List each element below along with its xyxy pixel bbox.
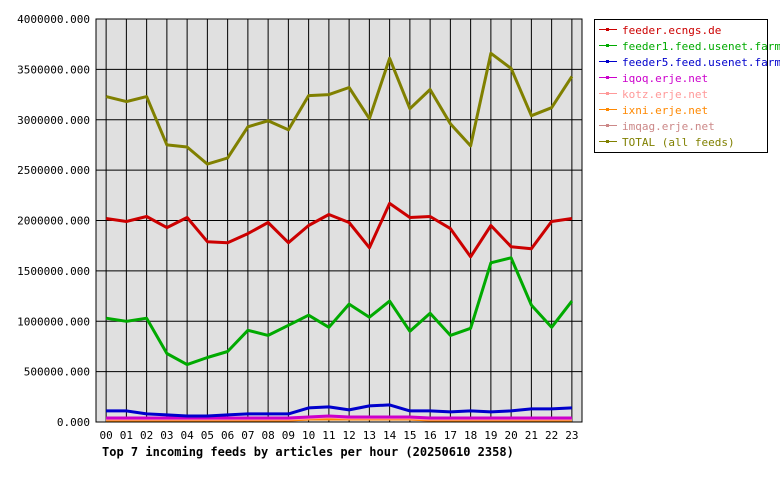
y-tick-label: 1000000.000 (17, 315, 90, 328)
chart-title: Top 7 incoming feeds by articles per hou… (102, 445, 514, 459)
y-tick-label: 4000000.000 (17, 13, 90, 26)
legend-item: feeder.ecngs.de (595, 22, 767, 38)
series-layer (105, 51, 574, 422)
series-line-feeder1-feed-usenet-farm (105, 256, 574, 367)
x-tick-label: 09 (282, 429, 295, 442)
series-line-iqoq-erje-net (106, 414, 572, 420)
legend-item: kotz.erje.net (595, 86, 767, 102)
x-tick-label: 15 (403, 429, 416, 442)
legend-label: TOTAL (all feeds) (622, 135, 735, 149)
legend-item: feeder5.feed.usenet.farm (595, 54, 780, 70)
legend: feeder.ecngs.de feeder1.feed.usenet.farm f… (594, 19, 780, 153)
y-tick-label: 3000000.000 (17, 114, 90, 127)
y-tick-label: 2000000.000 (17, 215, 90, 228)
y-tick-label: 1500000.000 (17, 265, 90, 278)
y-tick-label: 0.000 (57, 416, 90, 429)
x-tick-label: 08 (262, 429, 275, 442)
legend-label: imqag.erje.net (622, 119, 715, 133)
legend-label: iqoq.erje.net (622, 71, 709, 85)
x-tick-label: 18 (464, 429, 477, 442)
y-tick-label: 2500000.000 (17, 164, 90, 177)
x-tick-label: 01 (120, 429, 133, 442)
legend-swatch (599, 56, 617, 68)
legend-swatch (599, 88, 617, 100)
x-tick-label: 10 (302, 429, 315, 442)
legend-label: feeder.ecngs.de (622, 23, 722, 37)
legend-item: imqag.erje.net (595, 118, 767, 134)
y-axis: 0.000 500000.000 1000000.000 1500000.000 200… (17, 13, 90, 429)
legend-item: ixni.erje.net (595, 102, 767, 118)
legend-label: feeder1.feed.usenet.farm (622, 39, 780, 53)
x-tick-label: 02 (140, 429, 153, 442)
x-tick-label: 12 (343, 429, 356, 442)
x-tick-label: 13 (363, 429, 376, 442)
x-tick-label: 07 (241, 429, 254, 442)
legend-label: feeder5.feed.usenet.farm (622, 55, 780, 69)
y-tick-label: 500000.000 (24, 366, 90, 379)
x-tick-label: 14 (383, 429, 397, 442)
series-line-total-all-feeds- (105, 51, 574, 166)
legend-swatch (599, 136, 617, 148)
legend-swatch (599, 104, 617, 116)
y-tick-label: 3500000.000 (17, 63, 90, 76)
x-tick-label: 00 (100, 429, 113, 442)
x-tick-label: 05 (201, 429, 214, 442)
x-tick-label: 04 (181, 429, 195, 442)
x-axis: 00 01 02 03 04 05 06 07 08 09 10 11 12 13 14 15 16 17 18 19… (100, 429, 579, 442)
series-line-feeder5-feed-usenet-farm (106, 403, 572, 418)
legend-label: ixni.erje.net (622, 103, 709, 117)
legend-swatch (599, 120, 617, 132)
legend-label: kotz.erje.net (622, 87, 709, 101)
x-tick-label: 06 (221, 429, 234, 442)
x-tick-label: 23 (565, 429, 578, 442)
legend-item: feeder1.feed.usenet.farm (595, 38, 780, 54)
x-tick-label: 16 (424, 429, 437, 442)
x-tick-label: 17 (444, 429, 457, 442)
legend-swatch (599, 24, 617, 36)
series-line-feeder-ecngs-de (105, 201, 573, 259)
x-tick-label: 19 (484, 429, 497, 442)
x-tick-label: 21 (525, 429, 538, 442)
x-tick-label: 20 (505, 429, 518, 442)
legend-item: TOTAL (all feeds) (595, 134, 767, 150)
legend-item: iqoq.erje.net (595, 70, 767, 86)
x-tick-label: 22 (545, 429, 558, 442)
x-tick-label: 11 (322, 429, 335, 442)
legend-swatch (599, 40, 617, 52)
grid (96, 18, 582, 423)
legend-swatch (599, 72, 617, 84)
x-tick-label: 03 (160, 429, 173, 442)
